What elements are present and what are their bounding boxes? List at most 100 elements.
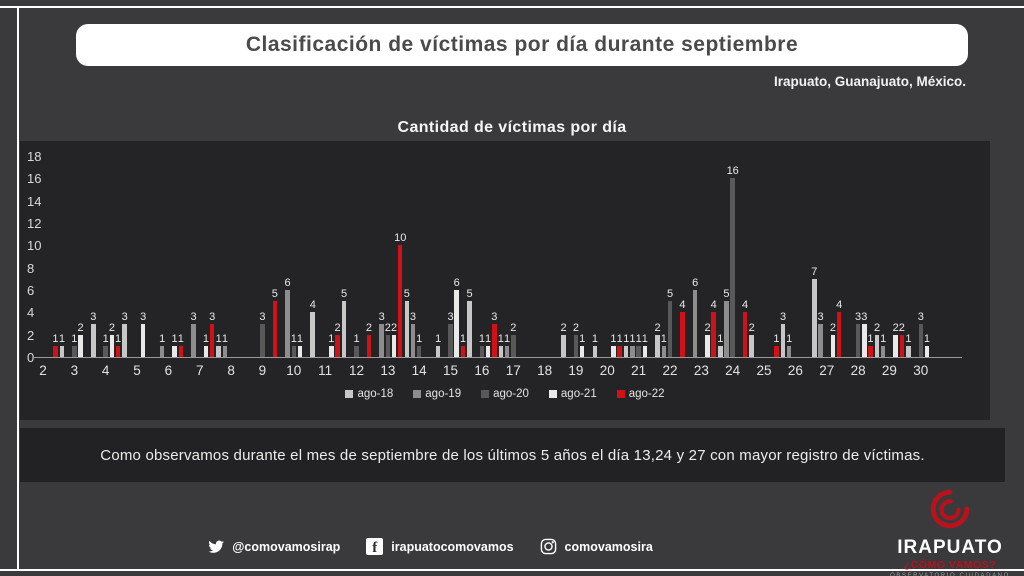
bar-value-label: 2: [384, 321, 391, 334]
x-tick-label: 6: [164, 363, 173, 378]
instagram-icon: [540, 538, 556, 555]
y-tick-label: 12: [27, 216, 42, 231]
bar-value-label: 2: [108, 321, 115, 334]
note-box: Como observamos durante el mes de septie…: [20, 428, 1005, 482]
bar-value-label: 5: [723, 288, 730, 301]
twitter-item[interactable]: @comovamosirap: [207, 539, 340, 554]
bar-value-label: 3: [259, 310, 266, 323]
x-tick-label: 2: [39, 363, 47, 378]
x-tick-label: 7: [195, 363, 204, 378]
facebook-icon: f: [366, 538, 384, 556]
bar-ago-21: [579, 345, 585, 357]
bar-ago-22: [899, 334, 905, 357]
x-tick-label: 18: [537, 363, 553, 378]
y-tick-label: 10: [27, 238, 42, 254]
bar-ago-19: [692, 290, 698, 357]
frame-left-line: [17, 6, 19, 571]
bar-ago-20: [72, 345, 77, 357]
bar-value-label: 5: [466, 288, 473, 301]
bar-value-label: 1: [328, 332, 335, 345]
legend-item-ago-18: ago-18: [345, 388, 393, 400]
bar-value-label: 1: [159, 332, 166, 345]
bar-ago-21: [705, 334, 710, 357]
bar-value-label: 3: [491, 310, 498, 323]
bar-ago-20: [448, 323, 453, 357]
bar-ago-18: [435, 345, 441, 357]
bar-value-label: 1: [923, 332, 931, 345]
bar-ago-21: [329, 345, 334, 357]
bar-value-label: 2: [704, 321, 711, 334]
legend-swatch: [481, 390, 490, 398]
bar-value-label: 2: [334, 321, 341, 334]
y-tick-label: 2: [27, 327, 35, 343]
bar-ago-20: [511, 334, 516, 357]
legend-label: ago-21: [560, 388, 597, 400]
x-tick-label: 26: [787, 363, 803, 378]
bar-ago-22: [492, 323, 497, 357]
bar-value-label: 4: [679, 299, 686, 312]
bar-ago-21: [78, 334, 83, 357]
bar-ago-22: [774, 345, 779, 357]
bar-value-label: 1: [102, 332, 109, 345]
logo-block: IRAPUATO ¿CÓMO VAMOS? OBSERVATORIO CIUDA…: [890, 488, 1010, 576]
bar-ago-22: [836, 312, 842, 357]
bar-value-label: 1: [416, 332, 423, 345]
y-tick-label: 18: [27, 149, 42, 164]
facebook-item[interactable]: f irapuatocomovamos: [366, 538, 514, 556]
bar-ago-22: [460, 345, 466, 357]
x-tick-label: 23: [693, 363, 709, 378]
bar-ago-22: [209, 323, 215, 357]
x-tick-label: 3: [70, 363, 79, 378]
bar-value-label: 3: [90, 310, 97, 323]
instagram-item[interactable]: comovamosira: [540, 538, 653, 555]
bar-ago-18: [718, 345, 723, 357]
bar-value-label: 1: [353, 332, 360, 345]
bar-value-label: 1: [616, 332, 623, 345]
legend-swatch: [413, 390, 422, 398]
bar-ago-22: [178, 345, 184, 357]
title-banner: Clasificación de víctimas por día durant…: [76, 24, 968, 66]
legend-swatch: [345, 390, 354, 398]
bar-value-label: 3: [409, 310, 417, 323]
bar-value-label: 1: [717, 332, 724, 345]
bar-value-label: 4: [309, 299, 316, 312]
x-tick-label: 16: [474, 363, 490, 378]
bar-ago-21: [485, 345, 491, 357]
bar-value-label: 4: [742, 299, 749, 312]
x-axis-line: [34, 357, 962, 358]
facebook-handle: irapuatocomovamos: [391, 539, 514, 554]
bar-ago-19: [661, 345, 667, 357]
bar-value-label: 1: [221, 332, 228, 345]
bar-ago-22: [397, 245, 403, 357]
bar-value-label: 3: [209, 310, 216, 323]
x-tick-label: 20: [599, 363, 615, 378]
twitter-icon: [208, 540, 225, 553]
bar-ago-18: [498, 345, 504, 357]
x-tick-label: 14: [411, 363, 427, 378]
x-tick-label: 17: [505, 363, 521, 378]
x-tick-label: 30: [913, 363, 929, 378]
bar-value-label: 6: [284, 277, 291, 289]
bar-ago-18: [874, 334, 880, 357]
bar-value-label: 6: [453, 277, 460, 289]
bar-value-label: 2: [873, 321, 881, 334]
y-tick-label: 4: [27, 305, 35, 321]
x-tick-label: 13: [380, 363, 396, 378]
x-tick-label: 8: [227, 363, 235, 378]
legend-label: ago-18: [357, 388, 394, 400]
bar-value-label: 1: [290, 332, 297, 345]
bar-value-label: 1: [880, 332, 887, 345]
x-tick-label: 19: [568, 363, 584, 378]
frame-top-line: [0, 6, 1024, 8]
bar-ago-18: [906, 345, 911, 357]
bar-ago-21: [172, 345, 177, 357]
x-tick-label: 5: [133, 363, 141, 378]
chart-title: Cantidad de víctimas por día: [397, 119, 627, 136]
y-tick-label: 8: [27, 260, 35, 276]
bar-value-label: 3: [861, 310, 868, 323]
bar-ago-19: [630, 345, 635, 357]
